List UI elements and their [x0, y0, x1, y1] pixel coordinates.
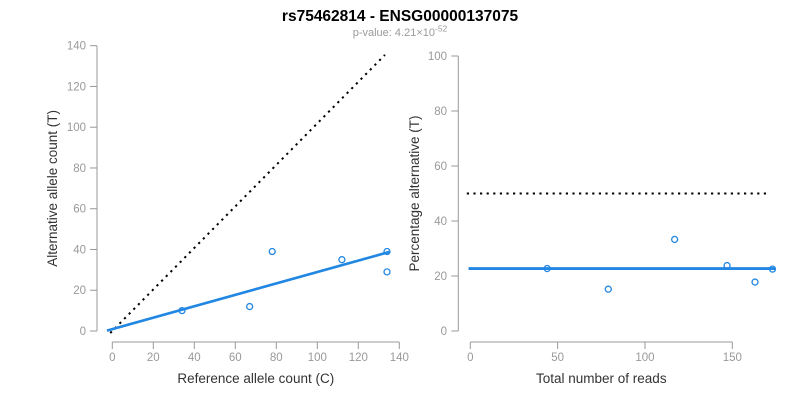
- x-tick-label: 20: [147, 352, 160, 364]
- data-point: [768, 265, 777, 273]
- right-scatter-panel: 0 20 40 60 80 100 0 50 100 150: [428, 51, 777, 364]
- x-tick-label: 150: [723, 352, 742, 364]
- x-tick-label: 80: [270, 352, 283, 364]
- data-point: [723, 261, 731, 270]
- x-tick-label: 40: [188, 352, 201, 364]
- y-tick-label: 100: [67, 122, 86, 134]
- data-point: [543, 264, 551, 273]
- left-scatter-panel: 0 20 40 60 80 100 120 140 0 20 40 60 80 100 120 140: [67, 41, 409, 364]
- y-tick-label: 20: [73, 285, 86, 297]
- data-point: [604, 285, 612, 293]
- y-tick-label: 40: [73, 244, 86, 256]
- x-tick-label: 0: [109, 352, 115, 364]
- right-y-axis-title: Percentage alternative (T): [407, 115, 422, 271]
- x-tick-label: 100: [635, 352, 654, 364]
- data-point: [383, 247, 391, 256]
- left-y-axis-title: Alternative allele count (T): [45, 110, 60, 267]
- y-tick-label: 20: [434, 271, 447, 283]
- data-point: [383, 268, 391, 276]
- right-x-axis-title: Total number of reads: [536, 371, 667, 386]
- data-point: [178, 306, 186, 315]
- y-tick-label: 40: [434, 216, 447, 228]
- p-value-exponent: -52: [435, 24, 448, 34]
- y-tick-label: 60: [73, 204, 86, 216]
- chart-title: rs75462814 - ENSG00000137075: [282, 8, 519, 25]
- x-tick-label: 0: [467, 352, 473, 364]
- data-point: [338, 256, 346, 264]
- y-tick-label: 100: [428, 51, 447, 63]
- y-tick-label: 80: [434, 106, 447, 118]
- y-tick-label: 0: [441, 326, 447, 338]
- y-tick-label: 0: [80, 326, 86, 338]
- p-value-subtitle: p-value: 4.21×10-52: [353, 24, 448, 40]
- x-tick-label: 100: [308, 352, 327, 364]
- data-point: [268, 247, 276, 256]
- y-tick-label: 60: [434, 161, 447, 173]
- left-x-axis-title: Reference allele count (C): [177, 371, 334, 386]
- x-tick-label: 60: [229, 352, 242, 364]
- data-point: [245, 302, 254, 311]
- x-tick-label: 120: [349, 352, 368, 364]
- y-tick-label: 140: [67, 41, 86, 53]
- y-tick-label: 120: [67, 81, 86, 93]
- y-tick-label: 80: [73, 163, 86, 175]
- data-point: [751, 278, 759, 286]
- data-point: [671, 235, 679, 244]
- fit-line: [106, 250, 390, 332]
- x-tick-label: 50: [551, 352, 564, 364]
- p-value-text: p-value: 4.21×10: [353, 27, 435, 39]
- x-tick-label: 140: [390, 352, 409, 364]
